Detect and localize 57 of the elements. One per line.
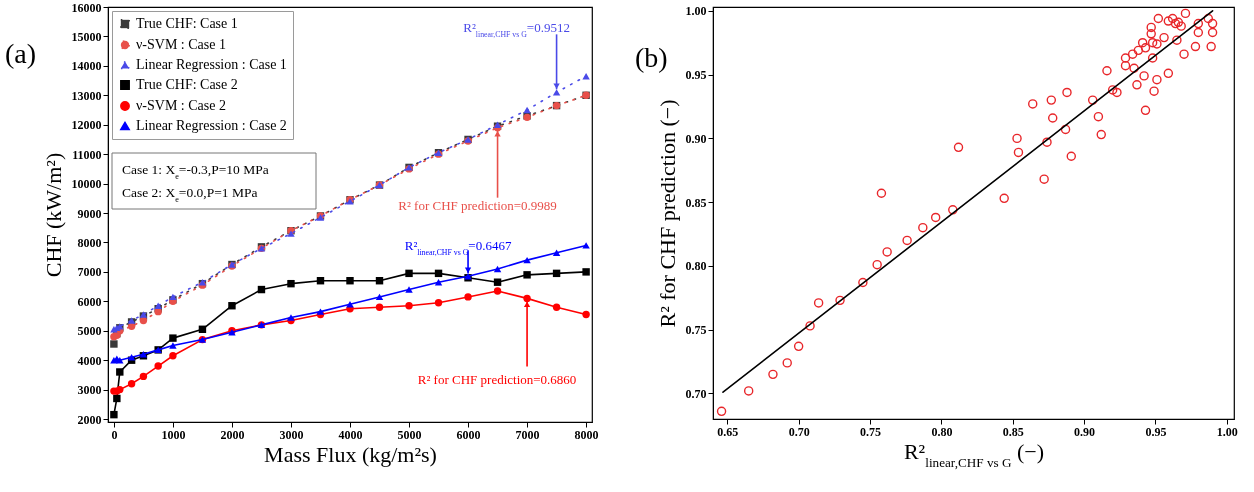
x-tick-label: 0.65 xyxy=(717,424,739,439)
x-tick-label: 1000 xyxy=(161,427,186,442)
y-tick-label: 0.85 xyxy=(685,195,707,210)
legend-label: Linear Regression : Case 2 xyxy=(136,118,287,133)
annotation: Case 1: X$_{e}$=-0.3,P=10 MPa xyxy=(122,162,269,181)
x-axis-title: R²$_{linear,CHF vs G}$ (−) xyxy=(903,438,1045,469)
legend-label: ν-SVM : Case 1 xyxy=(136,37,226,52)
y-tick-label: 1.00 xyxy=(685,4,707,19)
x-tick-label: 6000 xyxy=(456,427,481,442)
x-tick-label: 0.90 xyxy=(1074,424,1096,439)
y-tick-label: 15000 xyxy=(71,29,102,44)
x-tick-label: 0.75 xyxy=(860,424,882,439)
x-tick-label: 3000 xyxy=(279,427,304,442)
annotation: R² for CHF prediction=0.9989 xyxy=(398,197,557,213)
x-tick-label: 4000 xyxy=(338,427,363,442)
annotation: R²$_{linear,CHF vs G}$=0.6467 xyxy=(404,238,512,257)
legend-label: Linear Regression : Case 1 xyxy=(136,57,287,72)
y-tick-label: 7000 xyxy=(77,265,102,280)
legend-label: True CHF: Case 2 xyxy=(136,77,238,92)
y-tick-label: 0.95 xyxy=(685,68,707,83)
x-tick-label: 0.95 xyxy=(1145,424,1167,439)
text: (b) xyxy=(635,41,668,73)
y-tick-label: 5000 xyxy=(77,324,102,339)
x-tick-label: 0.85 xyxy=(1002,424,1024,439)
x-tick-label: 5000 xyxy=(397,427,422,442)
y-tick-label: 0.80 xyxy=(685,259,707,274)
y-tick-label: 13000 xyxy=(71,88,102,103)
y-tick-label: 11000 xyxy=(72,147,102,162)
x-tick-label: 8000 xyxy=(574,427,599,442)
y-axis-title: R² for CHF prediction (−) xyxy=(654,99,680,328)
annotation: Case 2: X$_{e}$=0.0,P=1 MPa xyxy=(122,185,258,204)
y-tick-label: 14000 xyxy=(71,59,102,74)
x-tick-label: 1.00 xyxy=(1216,424,1238,439)
y-tick-label: 0.75 xyxy=(685,323,707,338)
y-tick-label: 8000 xyxy=(77,235,102,250)
x-tick-label: 0.80 xyxy=(931,424,953,439)
x-tick-label: 0.70 xyxy=(788,424,810,439)
y-tick-label: 0.70 xyxy=(685,386,707,401)
x-axis-title: Mass Flux (kg/m²s) xyxy=(264,441,437,467)
y-tick-label: 0.90 xyxy=(685,131,707,146)
y-tick-label: 9000 xyxy=(77,206,102,221)
y-tick-label: 16000 xyxy=(71,0,102,15)
x-tick-label: 0 xyxy=(111,427,118,442)
x-tick-label: 2000 xyxy=(220,427,245,442)
y-axis-title: CHF (kW/m²) xyxy=(40,152,66,278)
annotation: R² for CHF prediction=0.6860 xyxy=(417,372,577,388)
y-tick-label: 12000 xyxy=(71,118,102,133)
legend-label: ν-SVM : Case 2 xyxy=(136,98,226,113)
legend-label: True CHF: Case 1 xyxy=(136,16,238,31)
y-tick-label: 6000 xyxy=(77,294,102,309)
text: (a) xyxy=(5,38,37,69)
annotation: R²$_{linear,CHF vs G}$=0.9512 xyxy=(463,20,570,39)
y-tick-label: 4000 xyxy=(77,353,102,368)
y-tick-label: 3000 xyxy=(77,383,102,398)
y-tick-label: 10000 xyxy=(71,177,102,192)
x-tick-label: 7000 xyxy=(515,427,540,442)
y-tick-label: 2000 xyxy=(77,412,102,427)
